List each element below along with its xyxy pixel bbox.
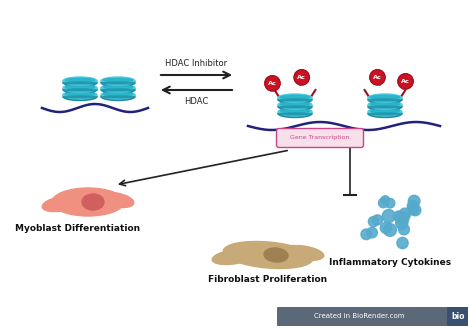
Ellipse shape <box>371 95 400 99</box>
Ellipse shape <box>278 94 312 102</box>
Ellipse shape <box>282 245 324 260</box>
Text: Ac: Ac <box>297 75 306 80</box>
Circle shape <box>373 215 382 225</box>
Ellipse shape <box>371 102 400 106</box>
Text: Fibroblast Proliferation: Fibroblast Proliferation <box>208 275 328 284</box>
Circle shape <box>379 198 388 208</box>
Circle shape <box>399 208 411 219</box>
Ellipse shape <box>280 110 309 113</box>
Ellipse shape <box>63 92 97 100</box>
Ellipse shape <box>42 196 78 212</box>
Ellipse shape <box>63 86 97 93</box>
Ellipse shape <box>278 113 312 115</box>
Ellipse shape <box>52 188 124 216</box>
Text: Ac: Ac <box>373 75 382 80</box>
Ellipse shape <box>368 94 402 102</box>
Circle shape <box>380 222 391 234</box>
Ellipse shape <box>368 110 402 117</box>
Circle shape <box>409 195 420 207</box>
Circle shape <box>410 204 421 216</box>
Ellipse shape <box>66 85 95 89</box>
Circle shape <box>398 74 413 89</box>
Ellipse shape <box>278 108 312 116</box>
Ellipse shape <box>103 78 132 82</box>
Ellipse shape <box>368 106 402 108</box>
Ellipse shape <box>368 102 402 111</box>
Circle shape <box>370 70 385 85</box>
Ellipse shape <box>66 78 95 82</box>
Ellipse shape <box>101 92 135 100</box>
Text: HDAC: HDAC <box>184 97 208 106</box>
Circle shape <box>381 196 389 204</box>
Ellipse shape <box>278 95 312 104</box>
Ellipse shape <box>278 110 312 117</box>
Ellipse shape <box>101 96 135 98</box>
Circle shape <box>407 200 418 212</box>
Ellipse shape <box>368 99 402 101</box>
Ellipse shape <box>280 102 309 106</box>
Ellipse shape <box>101 84 135 92</box>
Circle shape <box>265 76 280 91</box>
Circle shape <box>382 210 395 223</box>
Circle shape <box>368 216 379 227</box>
Text: HDAC Inhibitor: HDAC Inhibitor <box>165 59 227 68</box>
Ellipse shape <box>101 82 135 84</box>
Ellipse shape <box>368 101 402 109</box>
Text: Created in BioRender.com: Created in BioRender.com <box>314 314 404 319</box>
Circle shape <box>395 212 409 225</box>
Ellipse shape <box>63 84 97 92</box>
Text: Ac: Ac <box>401 79 410 84</box>
Text: bio: bio <box>451 312 465 321</box>
Text: Inflammatory Cytokines: Inflammatory Cytokines <box>329 258 451 267</box>
Ellipse shape <box>103 92 132 95</box>
Ellipse shape <box>98 193 134 208</box>
Ellipse shape <box>264 248 288 262</box>
Ellipse shape <box>63 96 97 98</box>
Ellipse shape <box>82 194 104 210</box>
Ellipse shape <box>63 82 97 84</box>
Text: Ac: Ac <box>268 81 277 86</box>
Circle shape <box>397 237 408 249</box>
Circle shape <box>294 70 309 85</box>
Ellipse shape <box>101 77 135 85</box>
Ellipse shape <box>63 91 97 99</box>
Text: Gene Transcription: Gene Transcription <box>290 135 350 140</box>
Ellipse shape <box>63 77 97 85</box>
Ellipse shape <box>101 89 135 91</box>
Ellipse shape <box>63 78 97 87</box>
Ellipse shape <box>371 110 400 113</box>
Circle shape <box>385 198 395 208</box>
Ellipse shape <box>278 106 312 108</box>
FancyBboxPatch shape <box>447 307 468 326</box>
Circle shape <box>394 211 404 222</box>
Ellipse shape <box>101 91 135 99</box>
Ellipse shape <box>368 113 402 115</box>
Ellipse shape <box>280 95 309 99</box>
FancyBboxPatch shape <box>277 129 364 148</box>
Circle shape <box>361 229 372 240</box>
Ellipse shape <box>101 86 135 93</box>
Circle shape <box>408 204 418 215</box>
Text: Myoblast Differentiation: Myoblast Differentiation <box>15 224 140 233</box>
Circle shape <box>367 227 377 238</box>
Ellipse shape <box>63 89 97 91</box>
Circle shape <box>399 224 410 235</box>
Ellipse shape <box>101 78 135 87</box>
Ellipse shape <box>278 99 312 101</box>
Ellipse shape <box>278 102 312 111</box>
Circle shape <box>395 217 408 229</box>
Ellipse shape <box>368 95 402 104</box>
Ellipse shape <box>223 241 313 269</box>
Ellipse shape <box>212 250 254 264</box>
Ellipse shape <box>278 101 312 109</box>
Ellipse shape <box>66 92 95 95</box>
Ellipse shape <box>368 108 402 116</box>
FancyBboxPatch shape <box>277 307 451 326</box>
Ellipse shape <box>103 85 132 89</box>
Circle shape <box>384 223 396 236</box>
